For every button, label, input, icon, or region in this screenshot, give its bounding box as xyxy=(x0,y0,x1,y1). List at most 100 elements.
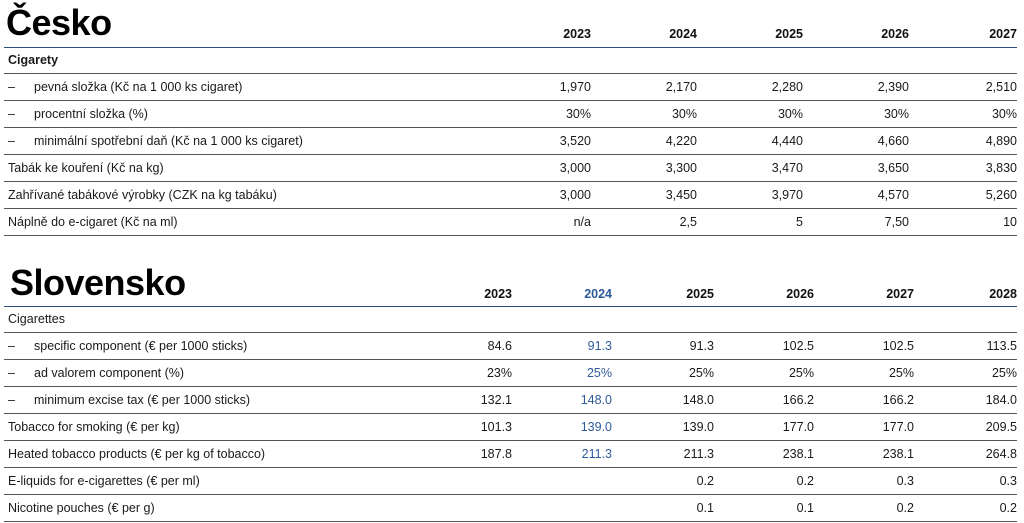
cell-value: 5 xyxy=(697,208,803,236)
slovensko-year-highlighted: 2024 xyxy=(512,282,612,307)
cell-value: 3,000 xyxy=(479,154,591,182)
table-row: Nicotine pouches (€ per g) 0.1 0.1 0.2 0… xyxy=(4,494,1017,522)
cell-value: 4,660 xyxy=(803,127,909,155)
cell-value: 3,470 xyxy=(697,154,803,182)
cesko-year: 2023 xyxy=(479,22,591,48)
cell-value: 84.6 xyxy=(404,332,512,360)
table-row: Tobacco for smoking (€ per kg) 101.3 139… xyxy=(4,413,1017,441)
row-label: E-liquids for e-cigarettes (€ per ml) xyxy=(4,467,404,495)
cell-value: 30% xyxy=(697,100,803,128)
cell-value: 102.5 xyxy=(714,332,814,360)
cesko-year: 2026 xyxy=(803,22,909,48)
cell-value: 3,650 xyxy=(803,154,909,182)
cell-value: 148.0 xyxy=(612,386,714,414)
cell-value: 2,390 xyxy=(803,73,909,101)
cell-value-highlighted xyxy=(512,494,612,522)
cell-value: 139.0 xyxy=(612,413,714,441)
cell-value: 2,280 xyxy=(697,73,803,101)
cell-value: 3,450 xyxy=(591,181,697,209)
cell-value: 1,970 xyxy=(479,73,591,101)
cell-value xyxy=(404,467,512,495)
cesko-header-row: 2023 2024 2025 2026 2027 xyxy=(4,22,1017,48)
cell-value: 0.1 xyxy=(612,494,714,522)
cell-value: 91.3 xyxy=(612,332,714,360)
cell-value: 187.8 xyxy=(404,440,512,468)
cell-value: 30% xyxy=(479,100,591,128)
cesko-year: 2024 xyxy=(591,22,697,48)
table-row: – minimum excise tax (€ per 1000 sticks) … xyxy=(4,386,1017,414)
slovensko-year: 2026 xyxy=(714,282,814,307)
cell-value: 211.3 xyxy=(612,440,714,468)
cesko-group-row: Cigarety xyxy=(4,47,1017,74)
cell-value: 4,890 xyxy=(909,127,1017,155)
cell-value: 0.2 xyxy=(714,467,814,495)
row-label: minimální spotřební daň (Kč na 1 000 ks … xyxy=(34,133,303,148)
cell-value: n/a xyxy=(479,208,591,236)
cell-value: 0.2 xyxy=(612,467,714,495)
cell-value: 5,260 xyxy=(909,181,1017,209)
slovensko-year: 2027 xyxy=(814,282,914,307)
cesko-year: 2025 xyxy=(697,22,803,48)
table-row: E-liquids for e-cigarettes (€ per ml) 0.… xyxy=(4,467,1017,495)
row-label: Zahřívané tabákové výrobky (CZK na kg ta… xyxy=(4,181,479,209)
row-label: Náplně do e-cigaret (Kč na ml) xyxy=(4,208,479,236)
cell-value: 177.0 xyxy=(714,413,814,441)
cell-value: 0.3 xyxy=(814,467,914,495)
cell-value-highlighted xyxy=(512,467,612,495)
cell-value: 238.1 xyxy=(814,440,914,468)
cell-value: 132.1 xyxy=(404,386,512,414)
table-row: – ad valorem component (%) 23% 25% 25% 25… xyxy=(4,359,1017,387)
cell-value-highlighted: 25% xyxy=(512,359,612,387)
slovensko-section: Slovensko 2023 2024 2025 2026 2027 2028 … xyxy=(4,262,1017,522)
table-row: – minimální spotřební daň (Kč na 1 000 ks… xyxy=(4,127,1017,155)
row-label: Tabák ke kouření (Kč na kg) xyxy=(4,154,479,182)
slovensko-header-row: 2023 2024 2025 2026 2027 2028 xyxy=(4,282,1017,307)
cell-value: 30% xyxy=(591,100,697,128)
cell-value: 30% xyxy=(803,100,909,128)
cell-value xyxy=(404,494,512,522)
row-label: pevná složka (Kč na 1 000 ks cigaret) xyxy=(34,79,243,94)
cell-value: 0.3 xyxy=(914,467,1017,495)
row-label: Tobacco for smoking (€ per kg) xyxy=(4,413,404,441)
cell-value: 177.0 xyxy=(814,413,914,441)
dash-marker: – xyxy=(8,106,15,121)
slovensko-table: 2023 2024 2025 2026 2027 2028 Cigarettes… xyxy=(4,282,1017,522)
row-label: Heated tobacco products (€ per kg of tob… xyxy=(4,440,404,468)
cell-value: 25% xyxy=(814,359,914,387)
table-row: Zahřívané tabákové výrobky (CZK na kg ta… xyxy=(4,181,1017,209)
cell-value: 4,570 xyxy=(803,181,909,209)
cell-value: 101.3 xyxy=(404,413,512,441)
cesko-year: 2027 xyxy=(909,22,1017,48)
cell-value: 4,220 xyxy=(591,127,697,155)
cesko-header-blank xyxy=(4,22,479,48)
cell-value: 0.2 xyxy=(814,494,914,522)
dash-marker: – xyxy=(8,133,15,148)
cell-value-highlighted: 139.0 xyxy=(512,413,612,441)
cell-value: 0.1 xyxy=(714,494,814,522)
cell-value: 264.8 xyxy=(914,440,1017,468)
row-label: specific component (€ per 1000 sticks) xyxy=(34,338,248,353)
cell-value: 3,520 xyxy=(479,127,591,155)
cell-value: 25% xyxy=(612,359,714,387)
cell-value: 2,5 xyxy=(591,208,697,236)
cell-value: 30% xyxy=(909,100,1017,128)
cell-value: 7,50 xyxy=(803,208,909,236)
cell-value-highlighted: 91.3 xyxy=(512,332,612,360)
cesko-table: 2023 2024 2025 2026 2027 Cigarety – pevná… xyxy=(4,22,1017,236)
cell-value: 2,510 xyxy=(909,73,1017,101)
cesko-section: Česko 2023 2024 2025 2026 2027 Cigarety … xyxy=(4,0,1017,240)
slovensko-year: 2028 xyxy=(914,282,1017,307)
dash-marker: – xyxy=(8,392,15,407)
cell-value: 184.0 xyxy=(914,386,1017,414)
row-label: ad valorem component (%) xyxy=(34,365,185,380)
cell-value: 25% xyxy=(914,359,1017,387)
table-row: Tabák ke kouření (Kč na kg) 3,000 3,300 … xyxy=(4,154,1017,182)
cell-value: 166.2 xyxy=(714,386,814,414)
dash-marker: – xyxy=(8,79,15,94)
cell-value: 113.5 xyxy=(914,332,1017,360)
dash-marker: – xyxy=(8,365,15,380)
cell-value: 166.2 xyxy=(814,386,914,414)
cell-value: 23% xyxy=(404,359,512,387)
cell-value: 238.1 xyxy=(714,440,814,468)
cell-value-highlighted: 148.0 xyxy=(512,386,612,414)
